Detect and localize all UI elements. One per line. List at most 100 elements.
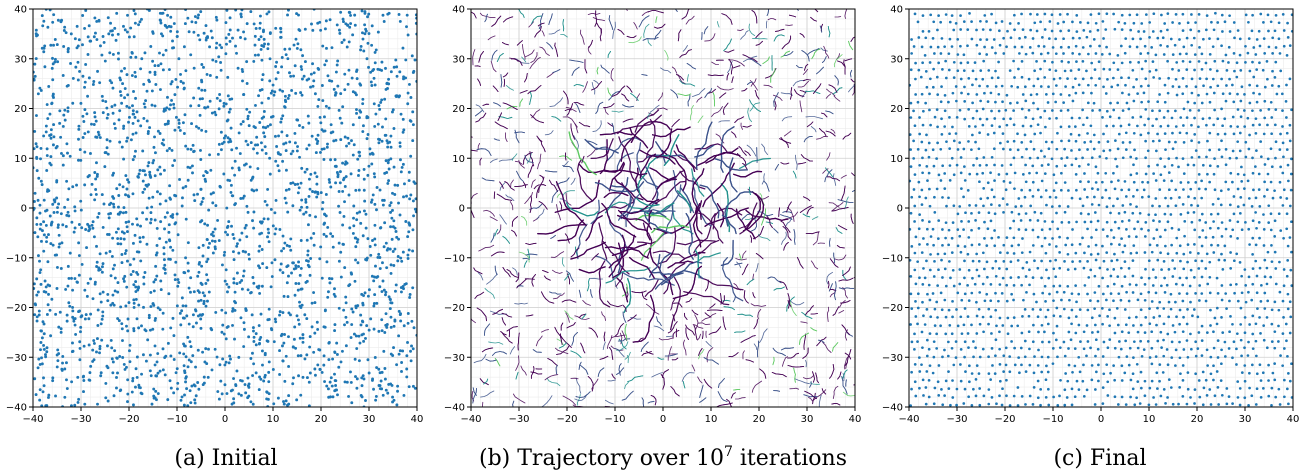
scatter-point (301, 336, 305, 340)
scatter-point (268, 172, 272, 176)
scatter-point (1236, 299, 1240, 303)
scatter-point (378, 371, 382, 375)
trajectory-segment (635, 214, 670, 221)
scatter-point (121, 211, 125, 215)
scatter-point (318, 257, 322, 261)
y-tick-label: −20 (444, 303, 465, 314)
trajectory-segment (818, 394, 822, 407)
scatter-point (128, 343, 132, 347)
scatter-point (159, 19, 162, 22)
scatter-point (1133, 403, 1137, 407)
scatter-point (159, 88, 162, 91)
trajectory-segment (751, 9, 758, 24)
trajectory-segment (523, 181, 526, 188)
scatter-point (1232, 340, 1236, 344)
scatter-point (199, 317, 203, 321)
trajectory-segment (745, 191, 761, 230)
scatter-point (924, 402, 928, 406)
scatter-point (170, 80, 174, 84)
scatter-point (391, 250, 395, 253)
scatter-point (288, 244, 291, 248)
trajectory-segment (802, 68, 809, 75)
scatter-point (287, 187, 291, 191)
scatter-point (1289, 315, 1293, 319)
trajectory-segment (736, 261, 742, 268)
scatter-point (385, 171, 389, 174)
scatter-point (1150, 300, 1154, 303)
trajectory-segment (502, 16, 514, 23)
plot-data-trajectory (471, 9, 855, 407)
scatter-point (1158, 379, 1161, 383)
scatter-point (174, 371, 178, 375)
trajectory-segment (562, 257, 565, 267)
scatter-point (1044, 315, 1048, 319)
scatter-point (357, 150, 361, 154)
scatter-point (339, 360, 343, 364)
scatter-point (334, 138, 338, 142)
trajectory-segment (735, 258, 747, 261)
plot-data-initial (33, 9, 417, 407)
scatter-point (1077, 388, 1081, 391)
scatter-point (284, 354, 288, 358)
scatter-point (406, 311, 410, 315)
scatter-point (361, 234, 365, 238)
scatter-point (125, 365, 128, 369)
scatter-point (1162, 322, 1166, 326)
trajectory-segment (500, 331, 507, 336)
scatter-point (118, 389, 122, 393)
scatter-point (1127, 363, 1131, 367)
scatter-point (927, 347, 931, 351)
scatter-point (36, 92, 40, 96)
scatter-point (319, 121, 323, 125)
scatter-point (330, 46, 334, 50)
scatter-point (401, 284, 405, 288)
scatter-point (171, 39, 174, 43)
trajectory-segment (780, 50, 791, 58)
scatter-point (404, 282, 408, 286)
scatter-point (76, 78, 80, 82)
scatter-point (266, 339, 270, 343)
scatter-point (1064, 372, 1067, 375)
trajectory-segment (682, 339, 687, 356)
trajectory-segment (531, 274, 536, 287)
scatter-point (199, 220, 202, 224)
scatter-point (1131, 387, 1135, 391)
scatter-point (334, 384, 338, 387)
trajectory-segment (509, 346, 516, 355)
scatter-point (1220, 316, 1223, 319)
trajectory-segment (493, 138, 500, 141)
scatter-point (1243, 346, 1246, 350)
x-tick-label: 30 (801, 414, 814, 425)
trajectory-segment (811, 48, 821, 60)
trajectory-segment (812, 392, 816, 405)
scatter-point (35, 145, 39, 149)
scatter-point (163, 268, 167, 271)
scatter-point (353, 23, 357, 27)
trajectory-segment (774, 28, 785, 32)
scatter-point (1185, 402, 1189, 406)
scatter-point (40, 229, 44, 233)
scatter-point (191, 143, 195, 147)
scatter-point (46, 260, 50, 264)
scatter-point (269, 327, 273, 330)
scatter-point (87, 229, 91, 233)
scatter-point (213, 245, 217, 249)
scatter-point (931, 371, 935, 375)
scatter-point (262, 217, 266, 221)
trajectory-segment (474, 291, 485, 299)
scatter-point (1190, 347, 1193, 351)
trajectory-segment (724, 191, 754, 227)
scatter-point (187, 322, 191, 326)
scatter-point (100, 53, 104, 57)
scatter-point (1093, 403, 1097, 406)
scatter-point (46, 303, 50, 307)
scatter-point (74, 65, 78, 69)
scatter-point (145, 206, 149, 210)
trajectory-segment (810, 260, 819, 270)
scatter-point (96, 308, 100, 312)
trajectory-segment (626, 85, 633, 93)
scatter-point (959, 315, 963, 319)
scatter-point (228, 354, 232, 358)
scatter-point (328, 79, 331, 83)
scatter-point (379, 101, 383, 104)
